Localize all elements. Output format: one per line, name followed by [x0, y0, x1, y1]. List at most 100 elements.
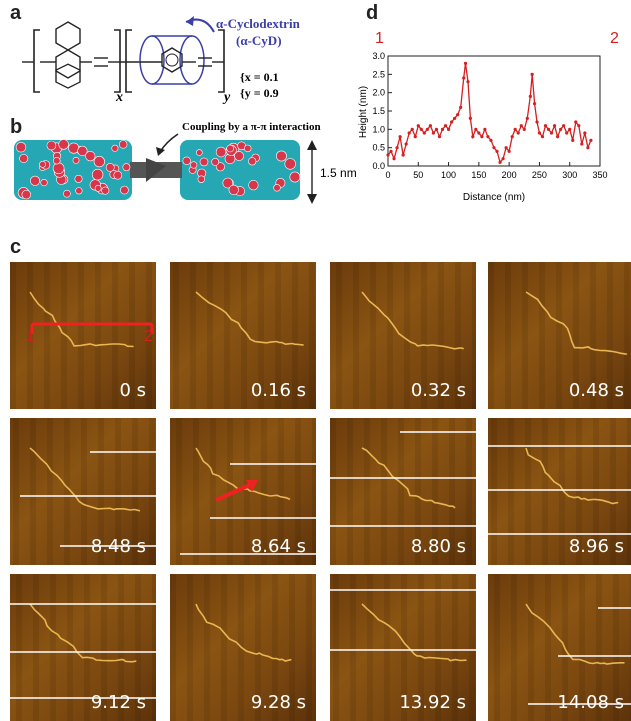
data-point	[459, 105, 463, 109]
profile-endpoint-2: 2	[610, 30, 619, 47]
afm-frame: 14.08 s	[488, 574, 631, 721]
afm-frame: 0.16 s	[170, 262, 316, 409]
frame-time-label: 8.96 s	[568, 536, 624, 557]
data-point	[462, 76, 466, 80]
x-tick-label: 150	[471, 170, 486, 180]
profile-marker-1: 1	[26, 328, 35, 345]
x-tick-label: 50	[413, 170, 423, 180]
data-point	[546, 127, 551, 131]
data-point	[589, 138, 593, 142]
afm-frame: 0.48 s	[488, 262, 631, 409]
molecular-model	[14, 139, 301, 200]
polymer-chain	[361, 291, 464, 350]
data-point	[543, 124, 548, 128]
afm-frame: 9.12 s	[10, 574, 156, 721]
profile-endpoint-1: 1	[375, 30, 384, 47]
polymer-chain	[29, 291, 134, 348]
afm-frame: 0.32 s	[330, 262, 476, 409]
data-point	[525, 116, 529, 120]
data-point	[416, 124, 420, 128]
data-point	[574, 120, 578, 124]
afm-frame: 9.28 s	[170, 574, 316, 721]
data-point	[540, 135, 545, 139]
cyclodextrin-label: α-Cyclodextrin	[216, 16, 300, 31]
x-tick-label: 300	[562, 170, 577, 180]
polymer-chain	[195, 291, 304, 346]
afm-frame: 8.64 s	[170, 418, 316, 565]
data-point	[428, 124, 432, 128]
data-point	[453, 116, 457, 120]
x-tick-label: 350	[592, 170, 607, 180]
data-point	[492, 146, 496, 150]
panel-d-letter: d	[366, 2, 379, 24]
afm-frame: 1 2 0 s	[10, 262, 156, 409]
y-tick-label: 2.5	[372, 69, 385, 79]
data-point	[450, 120, 454, 124]
dimension-label: 1.5 nm	[320, 166, 357, 180]
frame-time-label: 0.16 s	[250, 380, 306, 401]
y-axis-label: Height (nm)	[358, 86, 369, 138]
data-point	[583, 131, 587, 135]
x-tick-label: 200	[502, 170, 517, 180]
data-point	[535, 120, 539, 124]
polymer-chain	[361, 447, 456, 509]
data-point	[440, 127, 445, 131]
data-point	[577, 124, 581, 128]
polymer-chain	[525, 291, 627, 355]
afm-frame: 8.48 s	[10, 418, 156, 565]
data-point	[501, 157, 505, 161]
data-point	[443, 124, 448, 128]
chart-frame	[387, 55, 601, 167]
data-point	[474, 127, 478, 131]
data-point	[389, 149, 393, 153]
frame-time-label: 9.12 s	[90, 692, 146, 713]
y-tick-label: 0.0	[372, 161, 385, 171]
polymer-chain	[525, 603, 625, 665]
data-point	[568, 127, 572, 131]
data-point	[562, 124, 566, 128]
data-point	[434, 127, 439, 131]
data-point	[571, 138, 575, 142]
data-point	[437, 135, 442, 139]
data-point	[504, 146, 508, 150]
data-point	[466, 80, 470, 84]
coupling-caption: Coupling by a π-π interaction	[182, 121, 321, 133]
data-point	[386, 153, 390, 157]
polymer-chain	[361, 603, 467, 662]
data-point	[398, 135, 402, 139]
data-point	[530, 72, 534, 76]
frame-time-label: 13.92 s	[399, 692, 466, 713]
anthracene-icon	[55, 21, 81, 89]
data-point	[480, 135, 484, 139]
frame-time-label: 0.32 s	[410, 380, 466, 401]
frame-time-label: 14.08 s	[557, 692, 624, 713]
data-point	[495, 149, 499, 153]
x-axis-label: Distance (nm)	[463, 192, 525, 203]
data-point	[510, 135, 514, 139]
data-point	[483, 127, 487, 131]
data-point	[528, 94, 532, 98]
data-point	[556, 135, 560, 139]
afm-frame: 8.80 s	[330, 418, 476, 565]
data-point	[422, 131, 426, 135]
data-point	[395, 146, 399, 150]
y-tick-label: 1.5	[372, 106, 385, 116]
y-tick-label: 2.0	[372, 88, 385, 98]
y-tick-label: 3.0	[372, 51, 385, 61]
data-point	[522, 127, 526, 131]
y-tick-label: 0.5	[372, 143, 385, 153]
panel-a-letter: a	[10, 2, 22, 24]
data-point	[463, 61, 468, 65]
data-point	[446, 127, 451, 131]
structure-diagram	[14, 16, 317, 204]
y-tick-label: 1.0	[372, 124, 385, 134]
cyclodextrin-abbr: (α-CyD)	[236, 33, 282, 48]
data-point	[468, 116, 472, 120]
height-profile-chart: 0 50 100 150 200 250 300 350 0.0 0.5 1.0 1.5 2.0 2.5 3…	[358, 51, 608, 203]
frame-time-label: 8.48 s	[90, 536, 146, 557]
series-line	[387, 63, 592, 164]
red-arrow	[215, 482, 253, 502]
data-point	[392, 157, 396, 161]
frame-time-label: 0.48 s	[568, 380, 624, 401]
data-point	[513, 127, 517, 131]
